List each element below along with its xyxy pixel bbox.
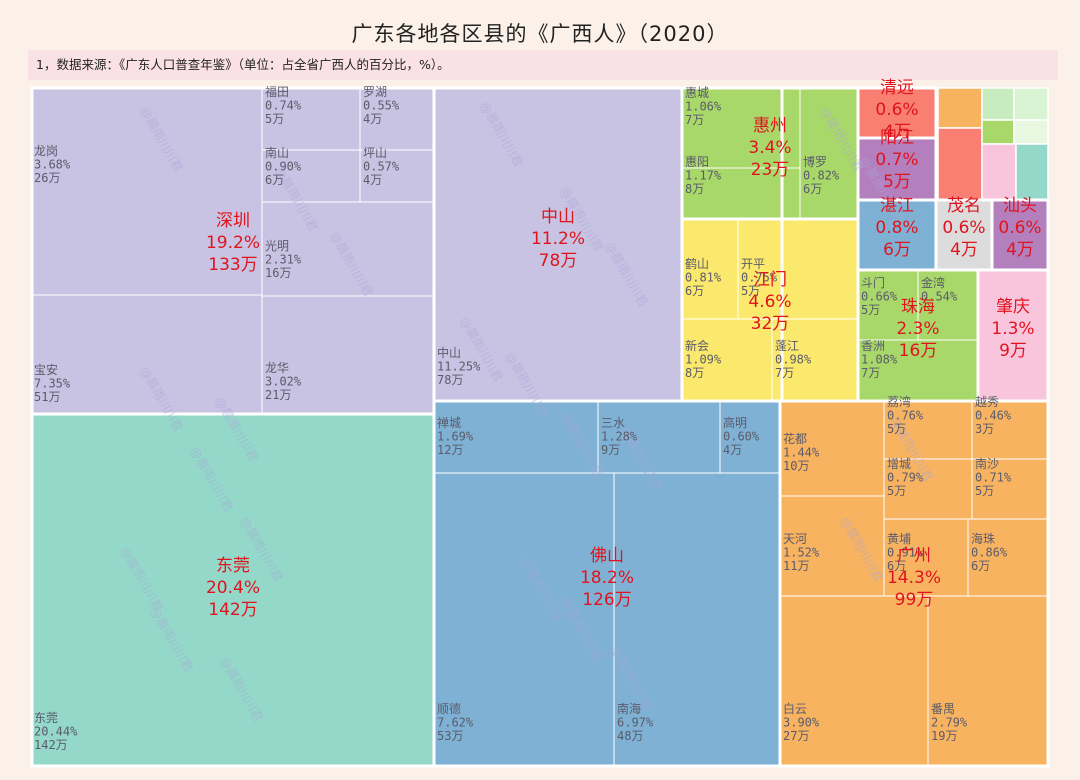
district-nansha-label: 南沙 0.71% 5万 xyxy=(975,456,1012,498)
small-region-2-rect xyxy=(1013,87,1049,121)
city-foshan-label: 佛山 18.2% 126万 xyxy=(580,546,634,610)
city-shenzhen-label: 深圳 19.2% 133万 xyxy=(206,211,260,275)
city-dongguan-label: 东莞 20.4% 142万 xyxy=(206,556,260,620)
district-yuexiu-label: 越秀 0.46% 3万 xyxy=(975,395,1012,436)
district-tianhe-label: 天河 1.52% 11万 xyxy=(783,532,820,573)
district-xinhui-label: 新会 1.09% 8万 xyxy=(685,338,722,380)
district-guangming-label: 光明 2.31% 16万 xyxy=(265,239,302,280)
district-kaiping-label: 开平 0.75% 5万 xyxy=(741,257,778,298)
district-doumen-label: 斗门 0.66% 5万 xyxy=(861,275,898,317)
district-sanshui-label: 三水 1.28% 9万 xyxy=(601,416,638,457)
district-boluo-label: 博罗 0.82% 6万 xyxy=(803,154,840,196)
small-region-6-rect xyxy=(981,143,1017,201)
small-region-4-rect xyxy=(981,119,1015,145)
city-qingyuan-label: 清远 0.6% 4万 xyxy=(875,78,918,142)
district-zhongshan_d-label: 中山 11.25% 78万 xyxy=(437,345,481,387)
district-huangpu-label: 黄埔 0.91% 6万 xyxy=(887,532,924,573)
city-yangjiang-label: 阳江 0.7% 5万 xyxy=(875,128,918,192)
district-liwan-label: 荔湾 0.76% 5万 xyxy=(887,394,924,436)
district-zengcheng-label: 增城 0.79% 5万 xyxy=(887,457,924,498)
district-haizhu-label: 海珠 0.86% 6万 xyxy=(971,531,1008,573)
district-futian-label: 福田 0.74% 5万 xyxy=(265,84,302,126)
district-nanhai-label: 南海 6.97% 48万 xyxy=(617,701,654,743)
district-shunde-label: 顺德 7.62% 53万 xyxy=(437,701,474,743)
district-pingshan-label: 坪山 0.57% 4万 xyxy=(363,146,400,187)
district-panyu-label: 番禺 2.79% 19万 xyxy=(931,702,968,743)
city-jiangmen-label: 江门 4.6% 32万 xyxy=(748,270,791,334)
district-pengjiang-label: 蓬江 0.98% 7万 xyxy=(775,339,812,380)
city-yangjiang-rect xyxy=(856,136,938,202)
district-chancheng-label: 禅城 1.69% 12万 xyxy=(437,416,474,457)
city-zhaoqing-label: 肇庆 1.3% 9万 xyxy=(991,297,1034,361)
city-shantou-border xyxy=(990,198,1050,272)
district-baoan-label: 宝安 7.35% 51万 xyxy=(34,362,71,404)
district-huiyang-label: 惠阳 1.17% 8万 xyxy=(685,155,722,196)
data-source-note: 1，数据来源：《广东人口普查年鉴》（单位：占全省广西人的百分比，%）。 xyxy=(28,50,1058,80)
small-region-3-rect xyxy=(937,127,983,201)
city-huizhou-label: 惠州 3.4% 23万 xyxy=(748,116,791,180)
district-gaoming-label: 高明 0.60% 4万 xyxy=(723,415,760,457)
city-zhuhai-label: 珠海 2.3% 16万 xyxy=(896,297,939,361)
city-zhanjiang-label: 湛江 0.8% 6万 xyxy=(875,196,918,260)
district-jinwan-label: 金湾 0.54% xyxy=(921,275,958,304)
district-huicheng-label: 惠城 1.06% 7万 xyxy=(685,86,722,127)
chart-title: 广东各地各区县的《广西人》（2020） xyxy=(351,22,729,46)
district-nanshan-label: 南山 0.90% 6万 xyxy=(265,145,302,187)
city-zhongshan-label: 中山 11.2% 78万 xyxy=(531,207,585,271)
small-region-0-rect xyxy=(937,87,983,129)
district-longhua-label: 龙华 3.02% 21万 xyxy=(265,361,302,402)
district-xiangzhou-label: 香洲 1.08% 7万 xyxy=(861,339,898,380)
city-guangzhou-label: 广州 14.3% 99万 xyxy=(887,546,941,610)
small-region-5-rect xyxy=(1013,119,1049,145)
small-region-7-rect xyxy=(1015,143,1049,201)
small-region-1-rect xyxy=(981,87,1015,121)
city-maoming-label: 茂名 0.6% 4万 xyxy=(942,196,985,260)
district-huadu-label: 花都 1.44% 10万 xyxy=(783,431,820,473)
district-longgang-label: 龙岗 3.68% 26万 xyxy=(34,144,71,185)
district-dongguan_d-label: 东莞 20.44% 142万 xyxy=(34,711,78,752)
district-luohu-label: 罗湖 0.55% 4万 xyxy=(363,84,400,126)
city-shantou-label: 汕头 0.6% 4万 xyxy=(998,196,1041,260)
city-dongguan-rect xyxy=(30,412,436,768)
district-baiyun-label: 白云 3.90% 27万 xyxy=(783,701,820,743)
district-heshan-label: 鹤山 0.81% 6万 xyxy=(685,256,722,298)
